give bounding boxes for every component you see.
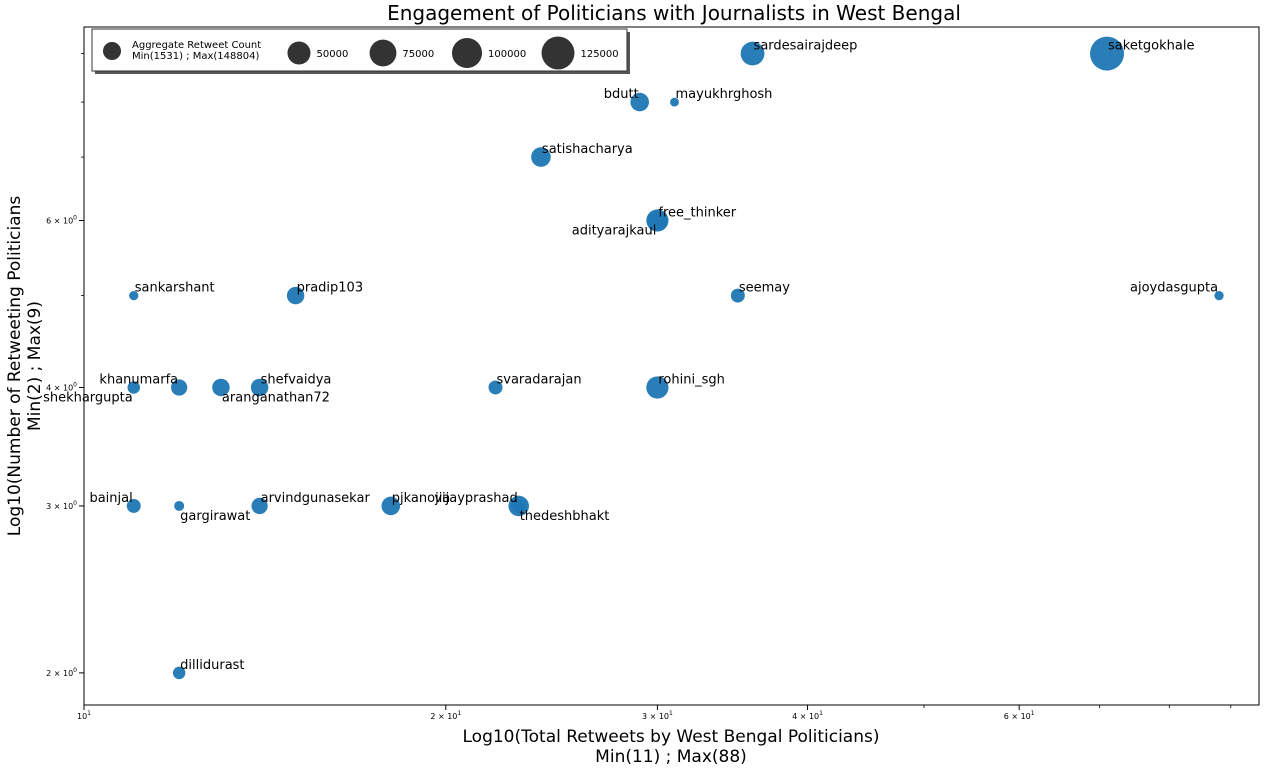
point-arvindgunasekar	[251, 497, 268, 515]
label-svaradarajan: svaradarajan	[497, 372, 582, 387]
point-labels: saketgokhale sardesairajdeep bdutt mayukhrg…	[43, 39, 1218, 673]
y-tick-label: 4 × 100	[46, 381, 77, 392]
label-satishacharya: satishacharya	[542, 142, 633, 157]
x-tick-label: 6 × 101	[1004, 710, 1035, 721]
point-pradip103	[286, 286, 305, 305]
label-arvindgunasekar: arvindgunasekar	[261, 491, 371, 506]
legend-label-100000: 100000	[488, 49, 526, 60]
label-vijayprashad: vijayprashad	[434, 491, 517, 506]
label-rohini_sgh: rohini_sgh	[658, 372, 724, 387]
point-khanumarfa	[171, 379, 188, 396]
data-points	[126, 36, 1224, 680]
point-seemay	[730, 288, 745, 303]
label-bainjal: bainjal	[89, 491, 132, 506]
x-tick-label: 2 × 101	[430, 710, 461, 721]
legend-marker-125000	[541, 36, 575, 70]
label-free_thinker: free_thinker	[658, 206, 736, 221]
label-ajoydasgupta: ajoydasgupta	[1130, 281, 1218, 296]
y-axis-subtitle: Min(2) ; Max(9)	[25, 301, 45, 431]
x-tick-label: 3 × 101	[642, 710, 673, 721]
point-aranganathan72	[212, 378, 230, 397]
point-adityarajkaul	[647, 210, 668, 231]
point-dillidurast	[172, 666, 186, 680]
x-axis-subtitle: Min(11) ; Max(88)	[595, 747, 747, 767]
label-sardesairajdeep: sardesairajdeep	[754, 39, 858, 54]
plot-frame	[83, 26, 1260, 706]
legend-subtitle: Min(1531) ; Max(148804)	[132, 51, 259, 62]
point-svaradarajan	[488, 380, 503, 395]
legend-label-50000: 50000	[317, 49, 349, 60]
legend-marker-100000	[451, 37, 483, 69]
point-saketgokhale	[1090, 36, 1125, 71]
point-ajoydasgupta	[1214, 290, 1224, 301]
legend-entries: 50000 75000 100000 125000	[287, 36, 619, 70]
label-shekhargupta: shekhargupta	[43, 390, 133, 405]
point-gargirawat	[174, 500, 185, 511]
label-mayukhrghosh: mayukhrghosh	[676, 87, 773, 102]
label-khanumarfa: khanumarfa	[99, 372, 178, 387]
label-aranganathan72: aranganathan72	[222, 390, 330, 405]
point-sardesairajdeep	[740, 41, 765, 66]
point-shekhargupta	[127, 381, 140, 394]
label-saketgokhale: saketgokhale	[1108, 39, 1194, 54]
y-axis-title: Log10(Number of Retweeting Politicians	[5, 196, 25, 537]
legend: Aggregate Retweet Count Min(1531) ; Max(…	[91, 28, 630, 74]
label-shefvaidya: shefvaidya	[261, 372, 332, 387]
point-shefvaidya	[250, 378, 269, 397]
point-pjkanojia	[381, 496, 401, 516]
y-axis: 2 × 100 3 × 100 4 × 100 6 × 100	[46, 53, 84, 678]
label-dillidurast: dillidurast	[180, 658, 244, 673]
legend-marker-50000	[287, 41, 311, 65]
label-pjkanojia: pjkanojia	[392, 491, 451, 506]
label-sankarshant: sankarshant	[135, 281, 215, 296]
point-satishacharya	[531, 147, 551, 167]
chart-title: Engagement of Politicians with Journalis…	[387, 1, 961, 25]
legend-box	[91, 28, 628, 72]
y-tick-label: 2 × 100	[46, 667, 77, 678]
x-axis: 101 2 × 101 3 × 101 4 × 101 6 × 101	[77, 705, 1232, 721]
label-thedeshbhakt: thedeshbhakt	[520, 509, 610, 524]
point-bainjal	[126, 498, 141, 513]
label-adityarajkaul: adityarajkaul	[572, 224, 657, 239]
legend-label-125000: 125000	[580, 49, 618, 60]
x-tick-label: 4 × 101	[792, 710, 823, 721]
x-axis-title: Log10(Total Retweets by West Bengal Poli…	[463, 727, 880, 747]
legend-label-75000: 75000	[402, 49, 434, 60]
point-sankarshant	[129, 290, 139, 301]
label-pradip103: pradip103	[297, 281, 364, 296]
point-rohini_sgh	[646, 376, 669, 399]
legend-title: Aggregate Retweet Count	[132, 40, 261, 51]
label-seemay: seemay	[739, 281, 790, 296]
point-mayukhrghosh	[670, 97, 679, 107]
point-bdutt	[630, 92, 649, 112]
legend-marker-75000	[369, 39, 397, 67]
legend-title-marker	[103, 42, 121, 60]
label-bdutt: bdutt	[604, 87, 639, 102]
y-tick-label: 6 × 100	[46, 215, 77, 226]
point-thedeshbhakt	[511, 498, 526, 513]
y-tick-label: 3 × 100	[46, 500, 77, 511]
x-tick-label: 101	[77, 710, 91, 721]
label-gargirawat: gargirawat	[180, 509, 250, 524]
